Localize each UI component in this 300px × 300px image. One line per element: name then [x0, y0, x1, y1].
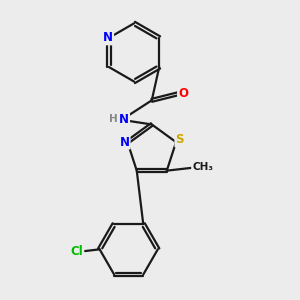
Text: N: N: [103, 32, 113, 44]
Text: H: H: [110, 114, 118, 124]
Text: N: N: [119, 113, 129, 126]
Text: N: N: [120, 136, 130, 148]
Text: CH₃: CH₃: [192, 162, 213, 172]
Text: Cl: Cl: [70, 244, 83, 258]
Text: O: O: [178, 87, 188, 100]
Text: S: S: [176, 134, 184, 146]
